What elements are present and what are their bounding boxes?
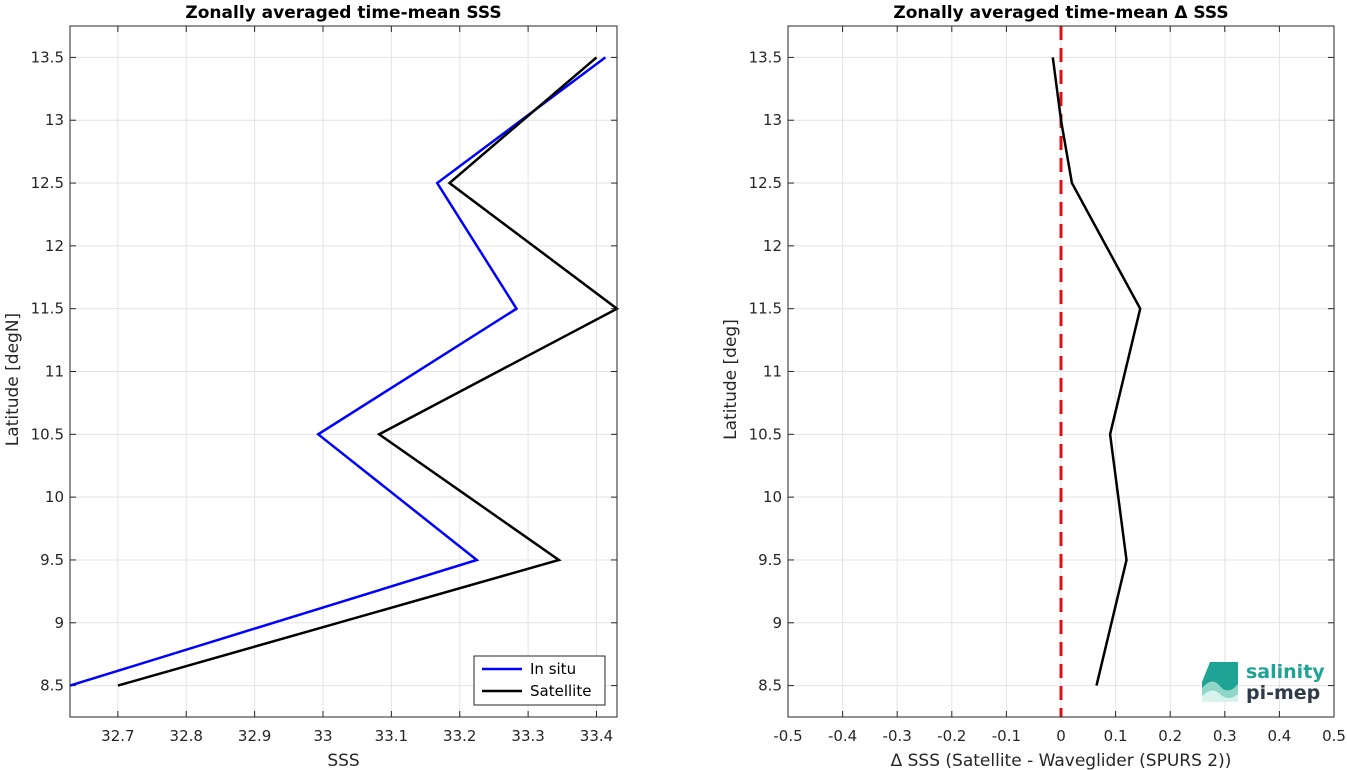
y-axis-label: Latitude [degN] — [3, 313, 23, 446]
salinity-pimep-logo: salinity pi-mep — [1202, 661, 1325, 704]
legend: In situ Satellite — [473, 655, 606, 706]
axes-box — [787, 25, 1335, 718]
x-tick-label: 0 — [1056, 727, 1066, 745]
y-tick-label: 9.5 — [758, 551, 782, 569]
axes-box — [69, 25, 618, 718]
x-tick-label: 32.7 — [101, 727, 134, 745]
y-tick-label: 11 — [763, 363, 782, 381]
y-tick-label: 13.5 — [749, 48, 782, 66]
y-tick-label: 9 — [772, 614, 782, 632]
x-tick-label: 32.8 — [170, 727, 203, 745]
x-tick-label: -0.2 — [937, 727, 966, 745]
y-tick-label: 9 — [54, 614, 64, 632]
x-tick-label: 0.1 — [1104, 727, 1128, 745]
x-axis-label: SSS — [327, 751, 359, 770]
y-tick-label: 10.5 — [749, 425, 782, 443]
y-tick-label: 10 — [45, 488, 64, 506]
y-axis-label: Latitude [deg] — [721, 319, 741, 440]
series-line-0 — [1051, 57, 1142, 686]
y-tick-label: 11 — [45, 363, 64, 381]
legend-box — [473, 655, 606, 706]
y-tick-label: 10.5 — [31, 425, 64, 443]
x-tick-label: -0.4 — [828, 727, 857, 745]
series-line-in-situ — [69, 56, 607, 687]
chart-title: Zonally averaged time-mean SSS — [185, 3, 501, 23]
x-tick-label: -0.5 — [773, 727, 802, 745]
y-tick-label: 13.5 — [31, 48, 64, 66]
x-tick-label: 33.4 — [580, 727, 613, 745]
chart-title: Zonally averaged time-mean Δ SSS — [893, 3, 1228, 23]
logo-mark-icon — [1202, 662, 1238, 702]
legend-label: Satellite — [530, 682, 591, 700]
x-tick-label: 0.4 — [1267, 727, 1291, 745]
y-tick-label: 13 — [763, 111, 782, 129]
x-tick-label: 33.1 — [375, 727, 408, 745]
x-tick-label: 33.2 — [443, 727, 476, 745]
logo-line1: salinity — [1246, 661, 1325, 683]
y-tick-label: 11.5 — [749, 300, 782, 318]
x-tick-label: -0.3 — [883, 727, 912, 745]
legend-label: In situ — [530, 660, 576, 678]
x-tick-label: 33.3 — [511, 727, 544, 745]
x-tick-label: 0.5 — [1322, 727, 1346, 745]
x-tick-label: -0.1 — [992, 727, 1021, 745]
y-tick-label: 8.5 — [758, 677, 782, 695]
x-tick-label: 32.9 — [238, 727, 271, 745]
sss-panel: 32.7 32.8 32.9 33 33.1 33.2 33.3 33.4 8.5 9 9.5 10 1… — [3, 3, 620, 770]
logo-line2: pi-mep — [1246, 682, 1320, 704]
y-tick-label: 13 — [45, 111, 64, 129]
y-tick-label: 12 — [763, 237, 782, 255]
x-tick-label: 33 — [313, 727, 332, 745]
x-tick-label: 0.3 — [1213, 727, 1237, 745]
y-tick-label: 8.5 — [40, 677, 64, 695]
y-tick-label: 12.5 — [749, 174, 782, 192]
y-tick-label: 10 — [763, 488, 782, 506]
delta-sss-panel: -0.5 -0.4 -0.3 -0.2 -0.1 0 0.1 0.2 0.3 0.4 0.5 8.5 9… — [721, 3, 1346, 770]
y-tick-label: 12.5 — [31, 174, 64, 192]
series-line-satellite — [117, 56, 620, 687]
x-tick-label: 0.2 — [1158, 727, 1182, 745]
y-tick-label: 11.5 — [31, 300, 64, 318]
x-axis-label: Δ SSS (Satellite - Waveglider (SPURS 2)) — [891, 751, 1232, 770]
y-tick-label: 12 — [45, 237, 64, 255]
y-tick-label: 9.5 — [40, 551, 64, 569]
